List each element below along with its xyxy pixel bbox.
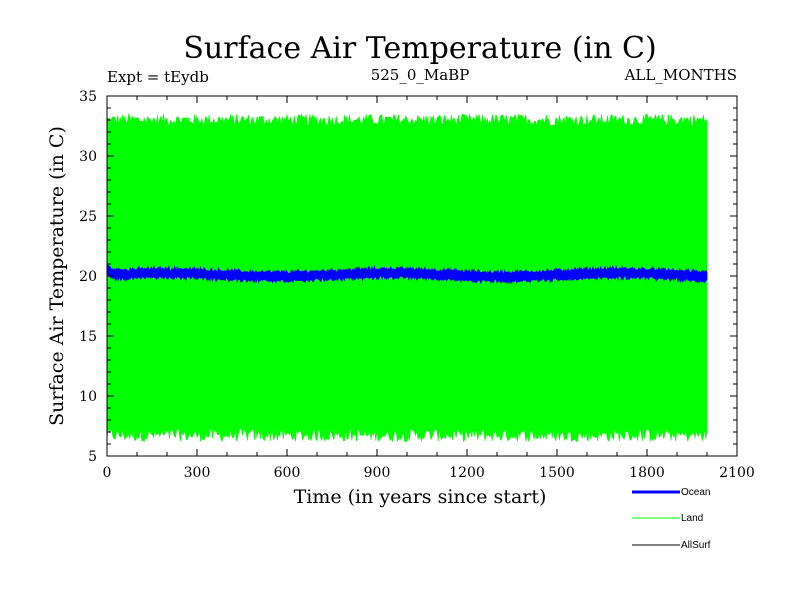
y-axis-label: Surface Air Temperature (in C) [46,126,68,426]
legend-allsurf-label: AllSurf [681,540,711,551]
y-tick-label: 20 [79,269,97,285]
legend-ocean-label: Ocean [681,487,710,498]
x-tick-label: 1500 [539,465,575,481]
y-tick-label: 35 [79,89,97,105]
axis-ticks: 0 300 600 900 1200 1500 1800 2100 5 10 15 20 25 30 35 [79,89,755,481]
land-series [106,113,708,443]
experiment-label: Expt = tEydb [107,68,209,86]
x-tick-label: 2100 [719,465,755,481]
chart-title: Surface Air Temperature (in C) [183,31,656,66]
legend: Ocean Land AllSurf [632,487,711,551]
x-tick-label: 600 [274,465,301,481]
ocean-series [106,263,708,285]
legend-land-label: Land [681,513,703,524]
y-tick-label: 10 [79,389,97,405]
y-tick-label: 30 [79,149,97,165]
season-label: ALL_MONTHS [624,66,737,84]
y-tick-label: 5 [88,449,97,465]
y-tick-label: 15 [79,329,97,345]
x-tick-label: 0 [103,465,112,481]
x-tick-label: 300 [184,465,211,481]
run-label: 525_0_MaBP [371,66,470,84]
x-tick-label: 1200 [449,465,485,481]
y-tick-label: 25 [79,209,97,225]
plot-area [106,113,708,443]
x-axis-label: Time (in years since start) [294,486,547,508]
x-tick-label: 1800 [629,465,665,481]
x-tick-label: 900 [364,465,391,481]
plot-frame [106,95,738,457]
